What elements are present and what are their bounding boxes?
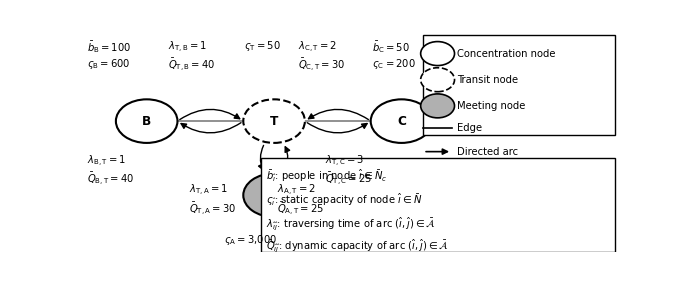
Text: $\bar{Q}_{\mathrm{T,A}} = 30$: $\bar{Q}_{\mathrm{T,A}} = 30$ — [189, 201, 236, 218]
Ellipse shape — [421, 42, 455, 66]
Text: Concentration node: Concentration node — [457, 49, 556, 59]
FancyBboxPatch shape — [423, 35, 615, 135]
Text: $\bar{Q}_{\mathrm{C,T}} = 30$: $\bar{Q}_{\mathrm{C,T}} = 30$ — [298, 57, 345, 74]
Text: Meeting node: Meeting node — [457, 101, 525, 111]
Ellipse shape — [243, 99, 305, 143]
Text: B: B — [142, 115, 151, 128]
Text: $\bar{b}_{\mathrm{B}} = 100$: $\bar{b}_{\mathrm{B}} = 100$ — [87, 39, 131, 55]
Text: $\bar{b}_{\mathrm{C}} = 50$: $\bar{b}_{\mathrm{C}} = 50$ — [373, 39, 410, 55]
Ellipse shape — [243, 173, 305, 217]
Text: $\lambda_{\mathrm{T,B}} = 1$: $\lambda_{\mathrm{T,B}} = 1$ — [168, 39, 207, 55]
Text: $\bar{Q}_{\mathrm{T,C}} = 25$: $\bar{Q}_{\mathrm{T,C}} = 25$ — [325, 171, 372, 188]
Text: $\varsigma_{\mathrm{B}} = 600$: $\varsigma_{\mathrm{B}} = 600$ — [87, 57, 130, 71]
Text: $\lambda_{\mathrm{A,T}} = 2$: $\lambda_{\mathrm{A,T}} = 2$ — [277, 183, 316, 198]
Ellipse shape — [421, 68, 455, 92]
Text: T: T — [270, 115, 278, 128]
Text: $\varsigma_{\mathrm{A}} = 3{,}000$: $\varsigma_{\mathrm{A}} = 3{,}000$ — [223, 233, 277, 247]
Text: $\bar{b}_{\hat{\imath}}$: people in node $\hat{\imath} \in \bar{N}_{c}$: $\bar{b}_{\hat{\imath}}$: people in node… — [266, 168, 388, 184]
Text: $\bar{Q}_{\mathrm{A,T}} = 25$: $\bar{Q}_{\mathrm{A,T}} = 25$ — [277, 201, 324, 218]
Text: $\lambda_{\mathrm{C,T}} = 2$: $\lambda_{\mathrm{C,T}} = 2$ — [298, 39, 337, 55]
Text: C: C — [397, 115, 406, 128]
FancyBboxPatch shape — [261, 158, 615, 252]
Text: $\varsigma_{\hat{\imath}}$: static capacity of node $\hat{\imath} \in \bar{N}$: $\varsigma_{\hat{\imath}}$: static capac… — [266, 191, 423, 208]
Text: $\lambda_{\hat{\imath}\hat{\jmath}}$: traversing time of arc $(\hat{\imath}, \ha: $\lambda_{\hat{\imath}\hat{\jmath}}$: tr… — [266, 215, 436, 232]
Text: $\bar{Q}_{\hat{\imath}\hat{\jmath}}$: dynamic capacity of arc $(\hat{\imath}, \h: $\bar{Q}_{\hat{\imath}\hat{\jmath}}$: dy… — [266, 237, 449, 254]
Text: $\lambda_{\mathrm{T,C}} = 3$: $\lambda_{\mathrm{T,C}} = 3$ — [325, 154, 364, 169]
Text: Transit node: Transit node — [457, 75, 519, 85]
Text: $\lambda_{\mathrm{T,A}} = 1$: $\lambda_{\mathrm{T,A}} = 1$ — [189, 183, 228, 198]
Text: $\bar{Q}_{\mathrm{T,B}} = 40$: $\bar{Q}_{\mathrm{T,B}} = 40$ — [168, 57, 215, 74]
Text: $\varsigma_{\mathrm{T}} = 50$: $\varsigma_{\mathrm{T}} = 50$ — [244, 39, 281, 53]
Ellipse shape — [116, 99, 177, 143]
Text: Edge: Edge — [457, 123, 482, 133]
Text: $\bar{Q}_{\mathrm{B,T}} = 40$: $\bar{Q}_{\mathrm{B,T}} = 40$ — [87, 171, 134, 188]
Text: Directed arc: Directed arc — [457, 147, 519, 156]
Ellipse shape — [421, 94, 455, 118]
Ellipse shape — [371, 99, 432, 143]
Text: $\varsigma_{\mathrm{C}} = 200$: $\varsigma_{\mathrm{C}} = 200$ — [373, 57, 416, 71]
Text: A: A — [269, 189, 279, 202]
Text: $\lambda_{\mathrm{B,T}} = 1$: $\lambda_{\mathrm{B,T}} = 1$ — [87, 154, 126, 169]
